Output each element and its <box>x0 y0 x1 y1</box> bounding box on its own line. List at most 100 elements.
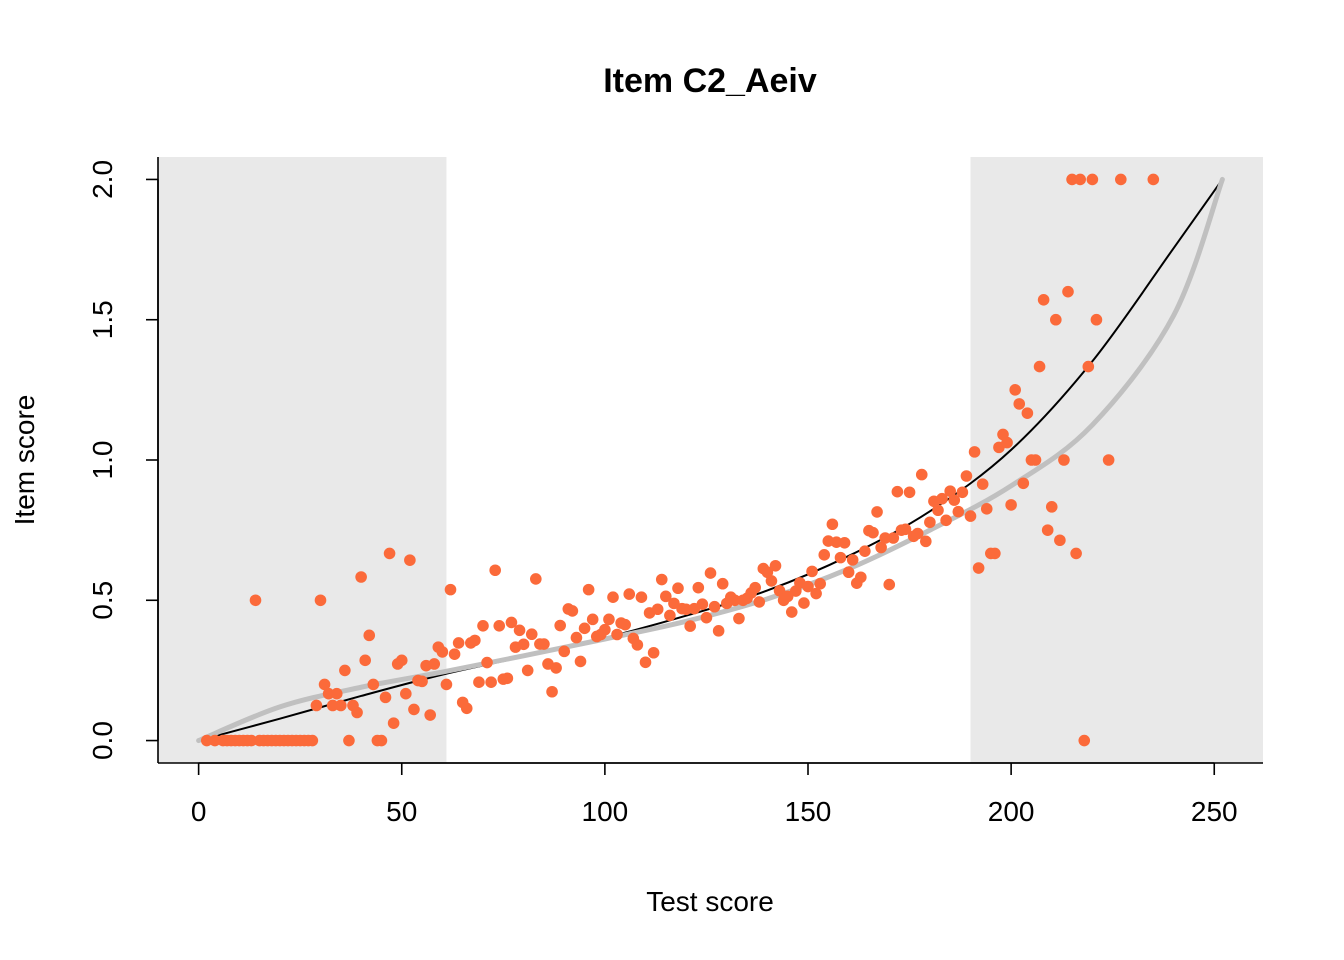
data-point <box>582 583 595 596</box>
data-point <box>631 639 644 651</box>
shaded-region-2 <box>970 157 1263 763</box>
data-point <box>493 620 506 632</box>
data-point <box>647 646 660 659</box>
data-point <box>915 468 928 481</box>
data-point <box>867 526 879 539</box>
data-point <box>566 605 579 617</box>
data-point <box>375 734 388 747</box>
data-point <box>753 596 766 608</box>
data-point <box>1033 360 1046 373</box>
data-point <box>814 577 826 590</box>
data-point <box>314 594 327 607</box>
data-point <box>343 734 355 747</box>
data-point <box>310 699 323 712</box>
data-point <box>1102 454 1115 466</box>
data-point <box>538 638 550 650</box>
data-point <box>359 654 371 667</box>
data-point <box>964 510 977 522</box>
data-point <box>1070 547 1082 560</box>
axes: 0 50 100 150 200 250 0.0 0.5 1.0 1.5 2.0 <box>87 157 1263 827</box>
x-tick-label: 50 <box>386 796 417 827</box>
data-point <box>891 485 904 498</box>
data-point <box>249 594 262 607</box>
data-point <box>440 678 453 691</box>
data-point <box>570 631 583 644</box>
data-point <box>473 676 485 688</box>
data-point <box>635 591 648 603</box>
data-point <box>765 575 778 587</box>
data-point <box>785 606 798 618</box>
data-point <box>530 573 542 585</box>
data-point <box>619 618 631 631</box>
data-point <box>1009 384 1021 396</box>
data-point <box>651 603 664 616</box>
data-point <box>379 691 392 704</box>
data-point <box>550 662 562 674</box>
data-point <box>729 594 741 607</box>
y-axis-label: Item score <box>9 395 40 526</box>
data-point <box>989 547 1001 560</box>
data-point <box>1082 360 1095 373</box>
data-point <box>477 620 489 632</box>
data-point <box>586 613 599 626</box>
data-point <box>517 638 530 651</box>
data-point <box>1021 407 1034 419</box>
data-point <box>716 577 729 590</box>
data-points <box>200 173 1160 747</box>
data-point <box>692 581 705 594</box>
data-point <box>611 628 623 641</box>
data-point <box>1115 173 1127 186</box>
data-point <box>826 518 839 531</box>
data-point <box>1017 477 1030 490</box>
data-point <box>326 699 339 712</box>
data-point <box>940 514 952 527</box>
data-point <box>501 672 514 685</box>
data-point <box>322 687 335 700</box>
data-point <box>339 664 351 677</box>
data-point <box>574 655 587 668</box>
data-point <box>1066 173 1078 186</box>
data-point <box>696 598 709 611</box>
data-point <box>1090 313 1103 326</box>
data-point <box>846 554 859 566</box>
data-point <box>387 717 400 729</box>
data-point <box>408 703 420 716</box>
x-tick-label: 100 <box>582 796 629 827</box>
y-tick-label: 1.5 <box>87 300 118 339</box>
data-point <box>245 734 258 747</box>
data-point <box>810 587 822 600</box>
data-point <box>976 478 989 490</box>
y-tick-label: 0.0 <box>87 721 118 760</box>
data-point <box>924 516 936 529</box>
x-axis-label: Test score <box>646 886 774 917</box>
data-point <box>513 624 526 637</box>
data-point <box>1045 501 1058 513</box>
data-point <box>1013 398 1026 410</box>
data-point <box>761 566 774 579</box>
data-point <box>920 535 932 548</box>
data-point <box>1050 313 1062 326</box>
data-point <box>1078 734 1091 747</box>
x-tick-label: 200 <box>988 796 1035 827</box>
data-point <box>1054 534 1066 547</box>
data-point <box>818 549 831 561</box>
data-point <box>798 597 810 609</box>
data-point <box>936 492 948 505</box>
data-point <box>708 600 721 613</box>
data-point <box>1001 436 1013 449</box>
data-point <box>1058 454 1070 466</box>
data-point <box>318 678 331 691</box>
data-point <box>424 709 436 721</box>
data-point <box>452 637 465 649</box>
data-point <box>306 734 319 747</box>
data-point <box>899 523 912 536</box>
data-point <box>481 656 493 669</box>
data-point <box>733 612 745 625</box>
data-point <box>948 494 961 506</box>
data-point <box>355 571 367 583</box>
data-point <box>855 571 867 584</box>
data-point <box>968 446 981 458</box>
data-point <box>1147 173 1160 186</box>
data-point <box>469 634 481 647</box>
